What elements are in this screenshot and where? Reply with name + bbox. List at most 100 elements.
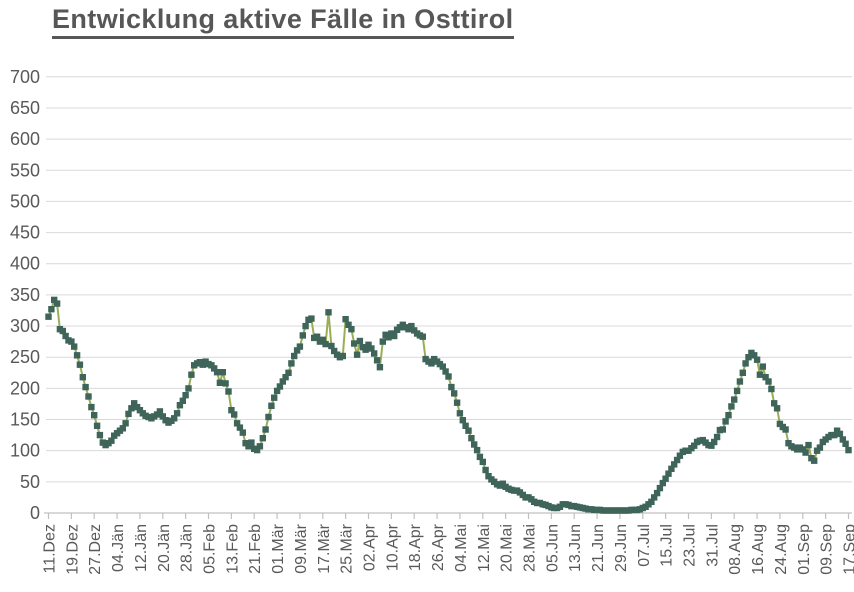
x-tick-label: 01.Sep	[796, 524, 813, 575]
data-point-marker	[760, 363, 766, 369]
data-point-marker	[342, 316, 348, 322]
data-point-marker	[91, 412, 97, 418]
data-point-marker	[265, 414, 271, 420]
y-tick-label: 500	[10, 191, 40, 211]
data-point-marker	[174, 410, 180, 416]
data-point-marker	[768, 386, 774, 392]
data-point-marker	[731, 396, 737, 402]
data-point-marker	[257, 443, 263, 449]
data-point-marker	[82, 384, 88, 390]
x-tick-label: 05.Jun	[544, 524, 561, 572]
data-point-marker	[471, 441, 477, 447]
y-tick-label: 700	[10, 67, 40, 87]
x-tick-label: 28.Jän	[179, 524, 196, 572]
data-point-marker	[88, 404, 94, 410]
data-point-marker	[80, 374, 86, 380]
chart-title: Entwicklung aktive Fälle in Osttirol	[52, 4, 514, 39]
y-tick-label: 650	[10, 98, 40, 118]
data-point-marker	[322, 341, 328, 347]
data-point-marker	[354, 352, 360, 358]
data-point-marker	[474, 447, 480, 453]
x-tick-label: 13.Feb	[224, 524, 241, 574]
x-tick-label: 26.Apr	[430, 523, 447, 571]
x-tick-label: 21.Jun	[590, 524, 607, 572]
data-point-marker	[231, 411, 237, 417]
x-tick-label: 04.Mai	[453, 524, 470, 572]
data-point-marker	[714, 434, 720, 440]
data-point-marker	[48, 306, 54, 312]
x-tick-label: 23.Jul	[682, 524, 699, 567]
data-point-marker	[740, 370, 746, 376]
data-point-marker	[288, 360, 294, 366]
data-point-marker	[480, 459, 486, 465]
y-tick-label: 350	[10, 285, 40, 305]
data-point-marker	[268, 403, 274, 409]
y-tick-label: 600	[10, 129, 40, 149]
data-point-marker	[220, 369, 226, 375]
data-point-marker	[454, 400, 460, 406]
data-point-marker	[185, 385, 191, 391]
x-tick-label: 29.Jun	[613, 524, 630, 572]
data-point-marker	[302, 323, 308, 329]
data-point-marker	[71, 343, 77, 349]
data-point-marker	[445, 373, 451, 379]
x-tick-label: 18.Apr	[407, 523, 424, 571]
x-tick-label: 21.Feb	[247, 524, 264, 574]
x-tick-label: 17.Sep	[842, 524, 854, 575]
data-point-marker	[225, 388, 231, 394]
data-point-marker	[722, 418, 728, 424]
x-tick-label: 09.Sep	[819, 524, 836, 575]
y-tick-label: 0	[30, 503, 40, 523]
data-point-marker	[262, 426, 268, 432]
x-tick-label: 13.Jun	[567, 524, 584, 572]
data-point-marker	[217, 380, 223, 386]
x-tick-label: 12.Jän	[133, 524, 150, 572]
data-point-marker	[325, 309, 331, 315]
data-point-marker	[180, 398, 186, 404]
x-tick-label: 10.Apr	[384, 523, 401, 571]
data-point-marker	[757, 372, 763, 378]
y-tick-label: 250	[10, 347, 40, 367]
data-point-marker	[811, 458, 817, 464]
x-tick-label: 20.Mai	[499, 524, 516, 572]
y-tick-label: 400	[10, 254, 40, 274]
x-tick-label: 28.Mai	[522, 524, 539, 572]
data-point-marker	[468, 435, 474, 441]
data-point-marker	[54, 300, 60, 306]
x-tick-label: 09.Mär	[293, 523, 310, 573]
data-point-marker	[737, 378, 743, 384]
data-point-marker	[77, 362, 83, 368]
data-point-marker	[380, 338, 386, 344]
data-point-marker	[420, 334, 426, 340]
data-point-marker	[742, 360, 748, 366]
x-tick-label: 19.Dez	[64, 524, 81, 575]
data-point-marker	[260, 435, 266, 441]
data-point-marker	[357, 338, 363, 344]
data-point-marker	[842, 441, 848, 447]
data-point-marker	[377, 364, 383, 370]
data-point-marker	[782, 426, 788, 432]
data-point-marker	[482, 467, 488, 473]
x-tick-label: 16.Aug	[750, 524, 767, 575]
data-point-marker	[765, 378, 771, 384]
data-point-marker	[188, 372, 194, 378]
data-point-marker	[271, 395, 277, 401]
x-tick-label: 04.Jän	[110, 524, 127, 572]
data-point-marker	[297, 343, 303, 349]
data-point-marker	[214, 369, 220, 375]
data-point-marker	[374, 357, 380, 363]
y-tick-label: 550	[10, 160, 40, 180]
data-point-marker	[300, 332, 306, 338]
x-tick-label: 20.Jän	[156, 524, 173, 572]
data-point-marker	[97, 432, 103, 438]
x-tick-label: 15.Jul	[659, 524, 676, 567]
data-point-marker	[817, 444, 823, 450]
data-point-marker	[291, 353, 297, 359]
data-point-marker	[182, 392, 188, 398]
x-tick-label: 31.Jul	[704, 524, 721, 567]
x-tick-label: 24.Aug	[773, 524, 790, 575]
data-point-marker	[728, 403, 734, 409]
y-tick-label: 200	[10, 378, 40, 398]
